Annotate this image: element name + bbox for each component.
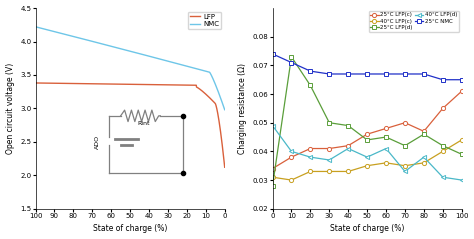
X-axis label: State of charge (%): State of charge (%): [330, 224, 404, 234]
Legend: LFP, NMC: LFP, NMC: [188, 11, 221, 29]
Y-axis label: Open circuit voltage (V): Open circuit voltage (V): [6, 63, 15, 154]
X-axis label: State of charge (%): State of charge (%): [93, 224, 167, 234]
Legend: 25°C LFP(c), 40°C LFP(c), 25°C LFP(d), 40°C LFP(d), 25°C NMC: 25°C LFP(c), 40°C LFP(c), 25°C LFP(d), 4…: [369, 11, 459, 32]
Y-axis label: Charging resistance (Ω): Charging resistance (Ω): [238, 63, 247, 154]
